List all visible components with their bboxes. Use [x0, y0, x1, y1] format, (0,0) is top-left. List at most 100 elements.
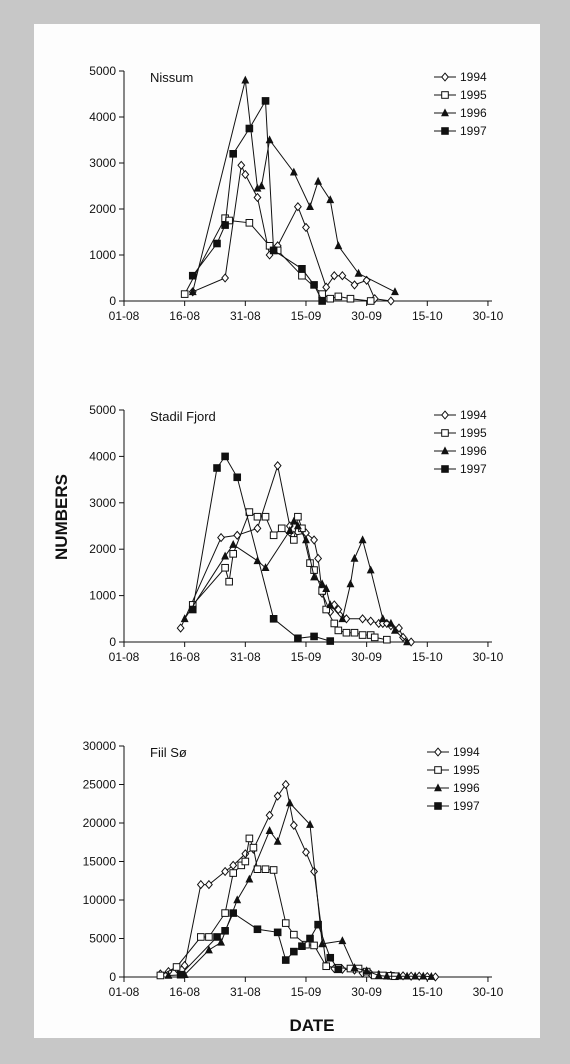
data-point: [273, 461, 282, 471]
data-point: [221, 909, 229, 917]
data-point: [318, 297, 326, 305]
data-point: [261, 563, 270, 572]
y-tick-label: 20000: [83, 816, 117, 830]
legend-marker: [441, 108, 449, 117]
y-tick-label: 4000: [89, 449, 116, 463]
data-point: [217, 937, 226, 946]
data-point: [241, 169, 250, 180]
data-point: [314, 553, 323, 564]
y-tick-label: 5000: [89, 932, 116, 946]
series-line: [192, 163, 391, 302]
data-point: [306, 559, 314, 567]
legend-label: 1996: [453, 781, 480, 795]
series-1997: [176, 909, 343, 979]
legend-marker: [441, 72, 449, 82]
data-point: [330, 619, 339, 628]
x-tick-label: 01-08: [109, 309, 140, 323]
y-tick-label: 0: [109, 294, 116, 308]
y-tick-label: 5000: [89, 403, 116, 417]
chart-3: 0 5000 10000 15000 20000 25000 30000 01-08 16-08…: [83, 739, 504, 999]
data-point: [346, 579, 355, 588]
data-point: [290, 536, 298, 544]
legend-marker: [434, 802, 442, 810]
data-point: [314, 176, 323, 185]
data-point: [342, 628, 351, 637]
data-point: [350, 553, 359, 562]
series-1995: [188, 508, 391, 644]
series-1995: [156, 834, 399, 981]
series-1994: [188, 160, 395, 306]
x-tick-label: 16-08: [169, 650, 200, 664]
data-point: [204, 879, 213, 890]
data-point: [188, 287, 197, 296]
data-point: [386, 296, 395, 306]
data-point: [427, 972, 436, 980]
data-point: [326, 637, 335, 645]
legend: 1994 1995 1996 1997: [434, 408, 487, 476]
series-1996: [164, 798, 436, 980]
data-point: [225, 577, 233, 586]
data-point: [293, 521, 302, 530]
data-point: [233, 473, 242, 482]
series-line: [180, 463, 412, 643]
data-point: [358, 614, 367, 624]
series-1997: [188, 452, 335, 645]
chart-1: 0 1000 2000 3000 4000 5000 01-08 16-08 31-08 15-0…: [89, 64, 503, 323]
data-point: [229, 550, 237, 558]
data-point: [326, 195, 335, 204]
data-point: [390, 625, 399, 634]
data-point: [366, 565, 375, 574]
data-point: [302, 847, 310, 857]
data-point: [338, 936, 347, 945]
chart-title: Stadil Fjord: [150, 409, 216, 424]
data-point: [197, 933, 205, 941]
y-tick-label: 0: [109, 635, 116, 649]
data-point: [338, 614, 347, 623]
legend-marker: [441, 429, 449, 437]
legend-marker: [441, 127, 449, 135]
data-point: [269, 531, 278, 540]
series-1996: [180, 516, 412, 646]
x-tick-label: 15-10: [412, 985, 443, 999]
data-point: [330, 271, 339, 281]
data-point: [245, 124, 254, 133]
x-tick-label: 30-09: [351, 650, 382, 664]
data-point: [350, 963, 359, 972]
data-point: [310, 572, 319, 581]
data-point: [322, 282, 331, 292]
data-point: [188, 271, 197, 280]
y-axis-title: NUMBERS: [52, 474, 71, 560]
data-point: [293, 202, 302, 212]
data-point: [334, 292, 343, 301]
legend: 1994 1995 1996 1997: [427, 745, 480, 813]
data-point: [378, 614, 387, 623]
data-point: [273, 836, 282, 845]
data-point: [176, 970, 185, 979]
data-point: [180, 290, 189, 298]
data-point: [395, 623, 403, 633]
legend-marker: [441, 446, 449, 455]
y-tick-label: 3000: [89, 156, 116, 170]
data-point: [245, 874, 254, 883]
legend-marker: [441, 465, 449, 473]
legend-marker: [441, 410, 449, 420]
data-point: [334, 241, 343, 250]
x-tick-label: 30-09: [351, 309, 382, 323]
legend-label: 1997: [453, 799, 480, 813]
data-point: [213, 933, 221, 941]
data-point: [188, 605, 197, 614]
data-point: [362, 966, 371, 975]
series-1996: [188, 75, 399, 296]
data-point: [261, 97, 270, 105]
y-tick-label: 15000: [83, 855, 117, 869]
series-line: [160, 836, 395, 977]
data-point: [310, 281, 318, 289]
data-point: [298, 271, 306, 280]
data-point: [196, 879, 205, 890]
data-point: [326, 600, 335, 609]
x-tick-label: 30-10: [473, 650, 504, 664]
data-point: [290, 947, 298, 956]
data-point: [395, 971, 403, 980]
